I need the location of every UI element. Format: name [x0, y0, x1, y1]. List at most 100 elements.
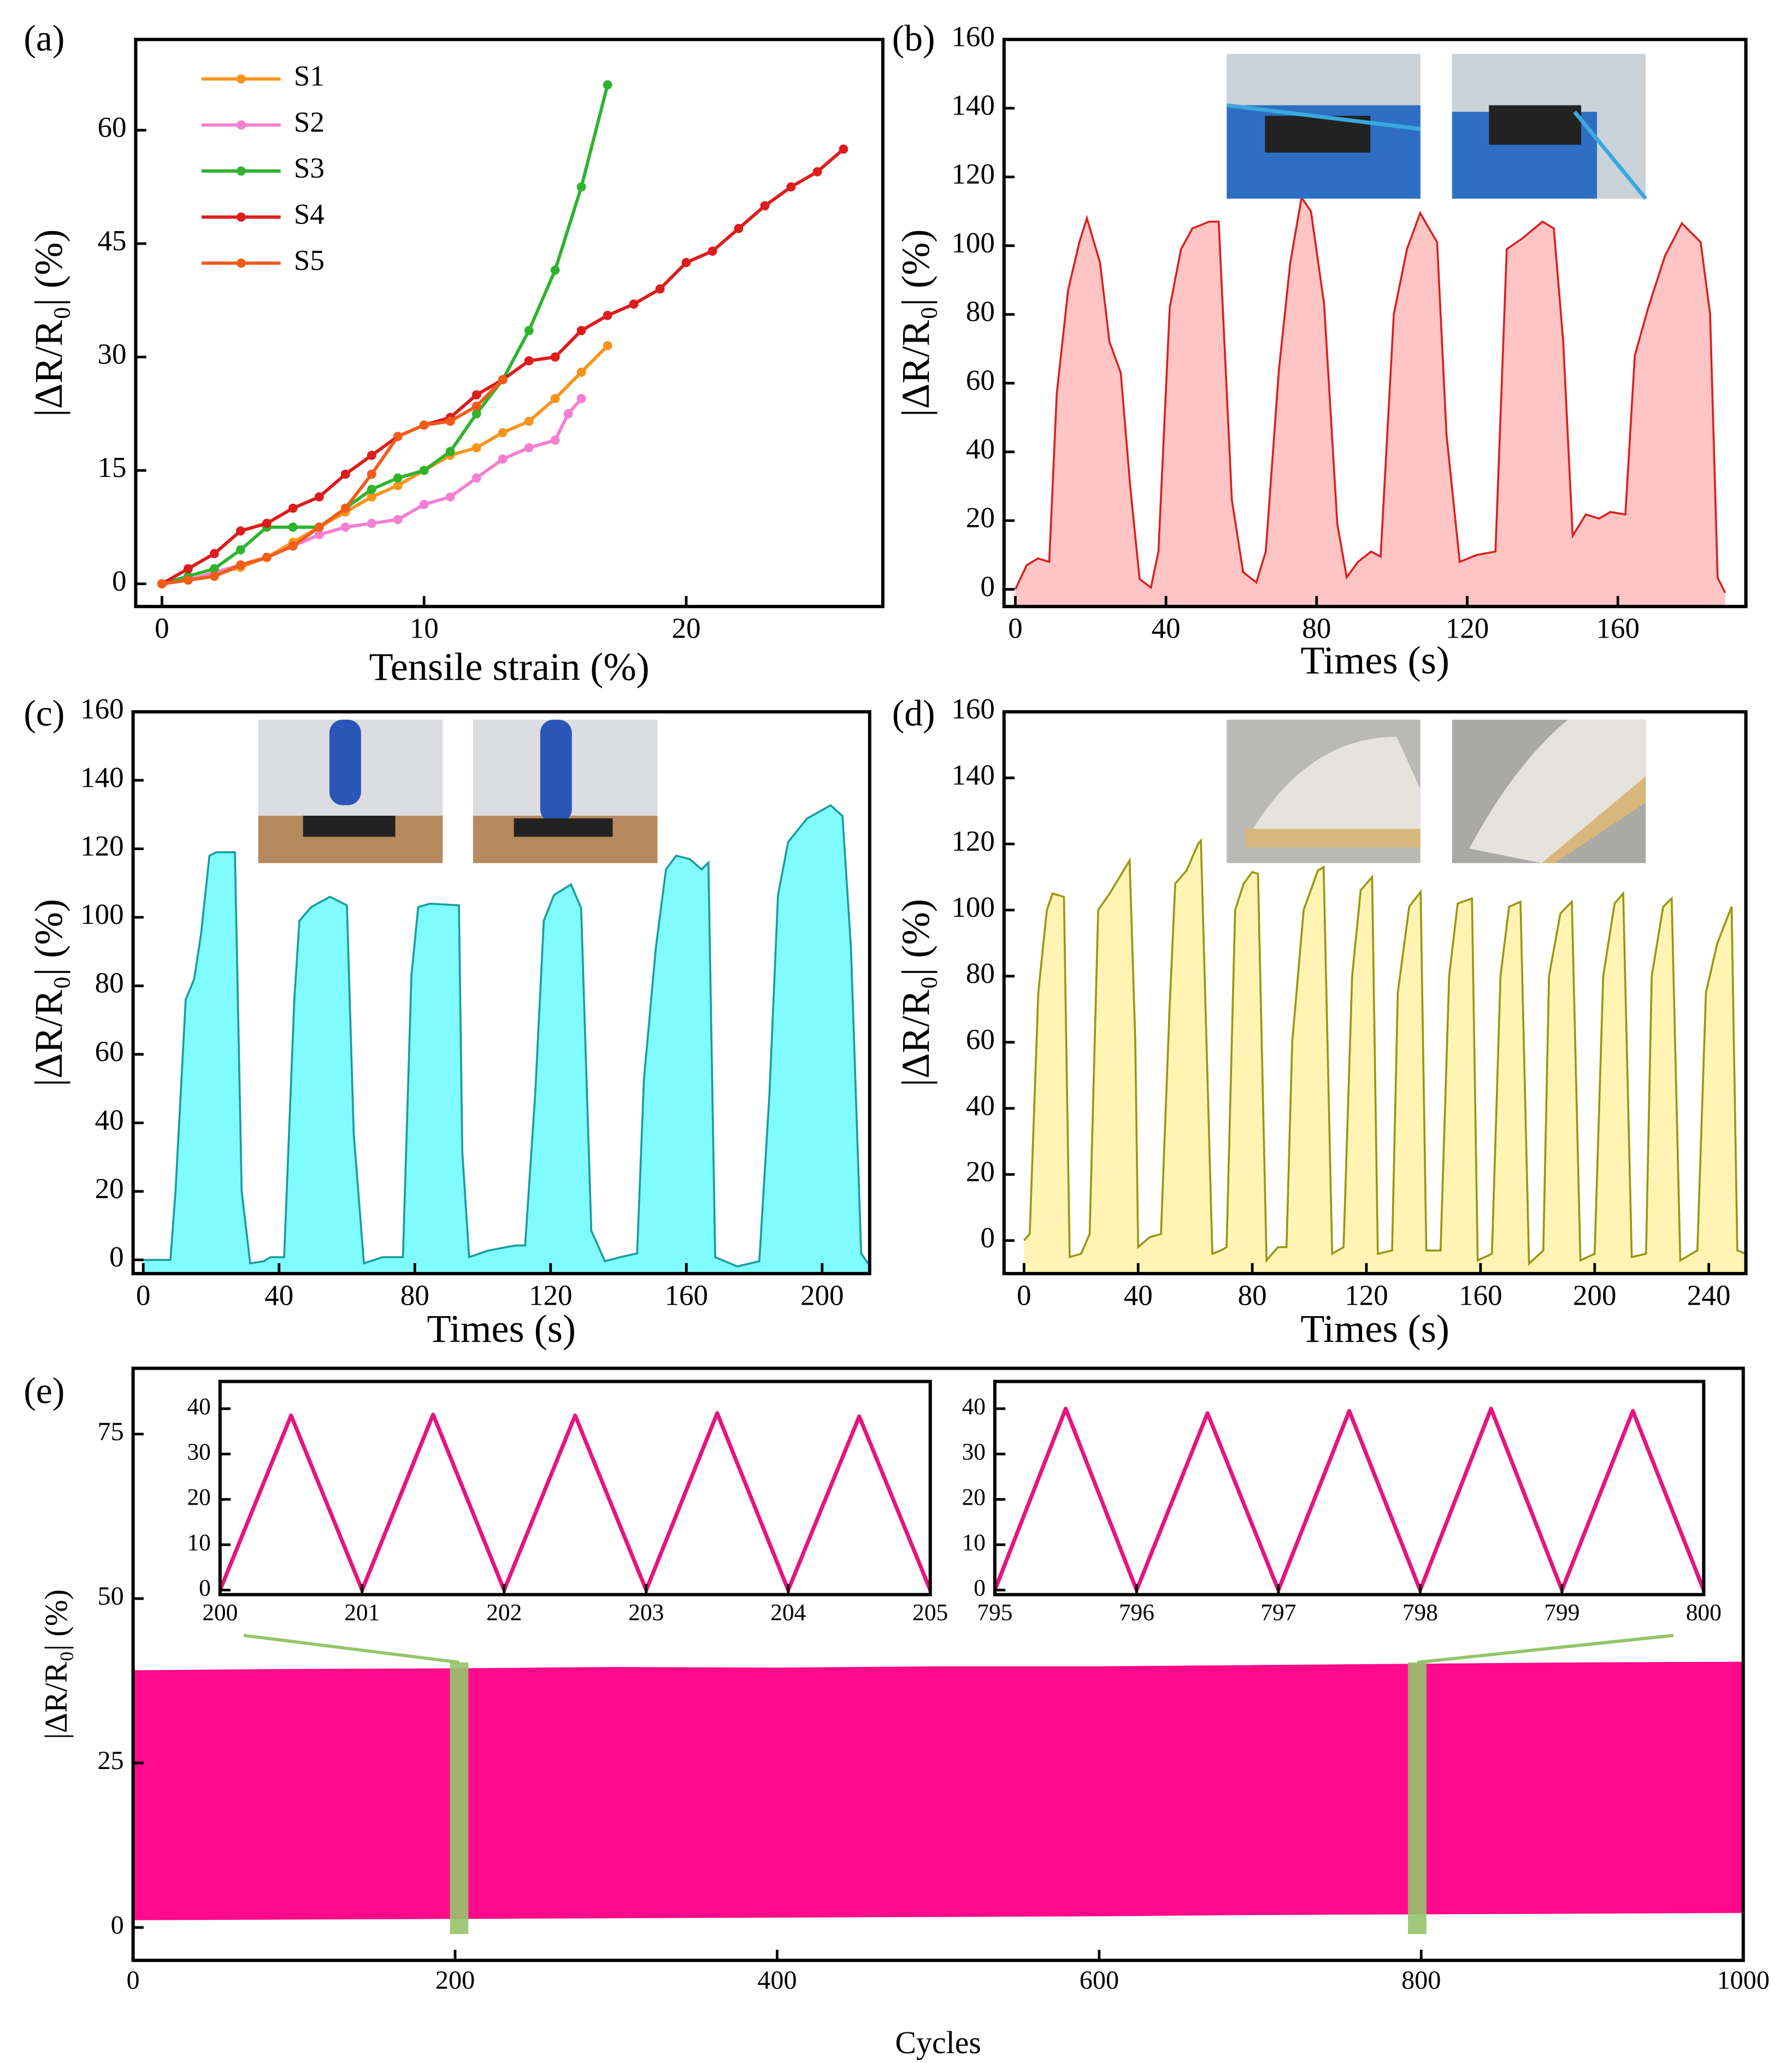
- legend-marker: [236, 120, 246, 130]
- x-tick-label: 80: [400, 1280, 429, 1311]
- data-point: [734, 223, 744, 233]
- highlight-bar: [450, 1662, 469, 1934]
- x-tick-label: 0: [155, 612, 169, 644]
- photo-sole: [1541, 776, 1646, 863]
- data-point: [471, 473, 481, 483]
- y-tick-label: 160: [951, 693, 995, 725]
- data-point: [550, 394, 560, 404]
- x-axis-label: Tensile strain (%): [369, 645, 650, 689]
- plot-frame: [1002, 38, 1748, 609]
- y-tick-label: 30: [962, 1439, 986, 1465]
- data-point: [367, 485, 376, 494]
- data-point: [471, 409, 481, 419]
- panel-label: (b): [892, 18, 935, 59]
- data-point: [340, 522, 350, 532]
- data-point: [393, 515, 403, 524]
- x-axis-label: Cycles: [895, 2025, 981, 2060]
- panel: 795 796 797 798 799 800 0 10 20 30 40: [962, 1380, 1722, 1626]
- plot-frame: [993, 1380, 1706, 1596]
- plot-area: [143, 804, 869, 1274]
- inset-background: [994, 1381, 1704, 1595]
- y-tick-label: 0: [112, 565, 127, 597]
- area-fill: [143, 805, 868, 1274]
- data-point: [340, 503, 350, 513]
- panel: 0 40 80 120 160 0 20 40 60 80 100 120 140 160 (b) Times…: [892, 18, 1748, 682]
- data-point: [419, 499, 429, 509]
- y-tick-label: 75: [97, 1417, 123, 1446]
- y-tick-label: 100: [80, 899, 124, 930]
- y-tick-label: 10: [187, 1529, 210, 1555]
- area-fill: [1024, 840, 1746, 1274]
- y-tick-label: 40: [966, 433, 995, 465]
- y-tick-label: 15: [97, 452, 126, 484]
- legend-marker: [236, 74, 246, 84]
- x-tick-label: 40: [1124, 1280, 1153, 1311]
- data-point: [524, 326, 534, 335]
- plot-area: [220, 1411, 930, 1593]
- y-tick-label: 10: [962, 1529, 986, 1555]
- y-axis-label: |ΔR/R₀| (%): [27, 229, 70, 417]
- y-tick-label: 20: [966, 1156, 995, 1188]
- data-point: [157, 579, 167, 589]
- photo-shoe: [1245, 736, 1420, 842]
- x-tick-label: 796: [1119, 1600, 1154, 1626]
- data-point: [603, 310, 612, 320]
- area-line: [1023, 838, 1746, 1266]
- data-point: [209, 564, 219, 574]
- data-point: [629, 299, 639, 309]
- data-point: [235, 526, 245, 536]
- plot-frame: [131, 710, 871, 1276]
- y-tick-label: 60: [95, 1036, 124, 1068]
- x-tick-label: 120: [529, 1280, 573, 1311]
- y-tick-label: 120: [951, 158, 995, 190]
- data-point: [760, 201, 770, 211]
- x-tick-label: 80: [1238, 1280, 1267, 1311]
- panel-label: (c): [23, 693, 64, 734]
- y-tick-label: 160: [80, 693, 124, 725]
- legend-label: S3: [294, 152, 325, 184]
- x-tick-label: 200: [435, 1966, 475, 1995]
- y-tick-label: 40: [95, 1104, 124, 1136]
- data-point: [563, 409, 573, 419]
- x-tick-label: 200: [1573, 1280, 1617, 1311]
- photo-finger: [540, 720, 572, 823]
- data-point: [183, 575, 193, 585]
- photo-sensor: [1489, 105, 1582, 145]
- data-point: [445, 416, 455, 426]
- y-tick-label: 20: [966, 502, 995, 534]
- x-tick-label: 200: [800, 1280, 844, 1311]
- data-point: [550, 435, 560, 445]
- data-point: [445, 447, 455, 456]
- data-point: [367, 492, 376, 502]
- data-point: [262, 552, 272, 562]
- panel: 200 201 202 203 204 205 0 10 20 30 40: [187, 1380, 948, 1626]
- x-tick-label: 0: [1017, 1280, 1031, 1311]
- y-tick-label: 0: [109, 1241, 124, 1273]
- x-tick-label: 798: [1402, 1600, 1438, 1626]
- x-tick-label: 200: [202, 1600, 238, 1626]
- panel: 0 40 80 120 160 200 0 20 40 60 80 100 120 140 160 (c) Ti…: [23, 693, 871, 1351]
- y-tick-label: 80: [966, 958, 995, 989]
- y-tick-label: 100: [951, 227, 995, 259]
- x-tick-label: 10: [410, 612, 439, 644]
- data-line: [994, 1406, 1704, 1593]
- data-point: [288, 541, 298, 551]
- legend-marker: [236, 166, 246, 176]
- y-tick-label: 30: [187, 1439, 210, 1465]
- data-point: [524, 443, 534, 452]
- y-tick-label: 0: [974, 1575, 986, 1601]
- x-tick-label: 201: [344, 1600, 380, 1626]
- data-point: [340, 469, 350, 479]
- data-point: [367, 518, 376, 528]
- y-tick-label: 140: [80, 762, 124, 793]
- photo-shoe: [1469, 720, 1646, 863]
- x-tick-label: 160: [1459, 1280, 1502, 1311]
- data-point: [498, 454, 508, 464]
- x-tick-label: 800: [1401, 1966, 1441, 1995]
- data-point: [419, 420, 429, 430]
- y-tick-label: 120: [80, 830, 124, 862]
- data-point: [550, 265, 560, 275]
- y-tick-label: 25: [97, 1746, 123, 1775]
- data-point: [235, 545, 245, 555]
- photo-wire: [1573, 110, 1648, 200]
